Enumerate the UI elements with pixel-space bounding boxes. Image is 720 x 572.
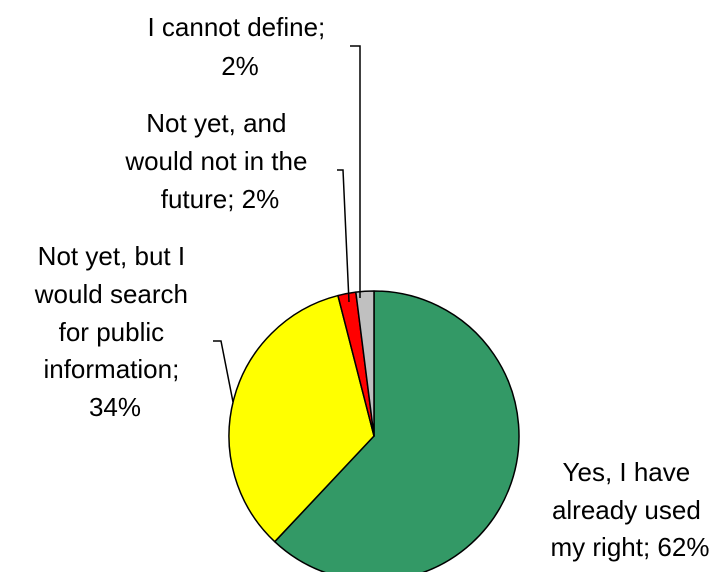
label-cannot-define: I cannot define; 2% <box>147 12 332 81</box>
slice-cannot-define <box>355 290 375 437</box>
slice-yes-used-right <box>273 290 520 572</box>
label-yes-used-right: Yes, I have already used my right; 62% <box>551 457 710 562</box>
leader-not-yet-would-search <box>213 340 234 403</box>
slice-labels: Yes, I have already used my right; 62% N… <box>34 12 710 562</box>
slice-not-yet-would-search <box>228 294 375 543</box>
label-not-yet-would-search: Not yet, but I would search for public i… <box>34 241 195 422</box>
leader-cannot-define <box>350 45 361 298</box>
leader-not-yet-would-not <box>337 169 350 303</box>
pie-slices <box>228 290 520 572</box>
leader-lines <box>213 45 361 403</box>
label-not-yet-would-not: Not yet, and would not in the future; 2% <box>124 108 314 214</box>
